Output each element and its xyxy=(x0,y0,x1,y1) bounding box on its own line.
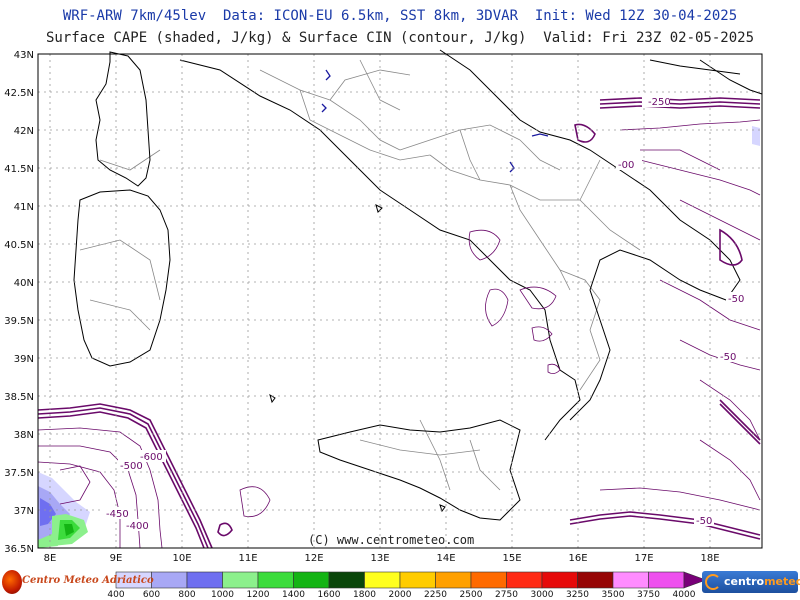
cin-contours xyxy=(37,69,761,549)
cin-label: -400 xyxy=(126,521,149,532)
copyright-text: (C) www.centrometeo.com xyxy=(308,533,475,547)
colorbar-swatch xyxy=(648,571,685,589)
lat-label: 36.5N xyxy=(4,544,34,555)
coastlines xyxy=(73,49,763,521)
colorbar-swatch xyxy=(293,571,330,589)
colorbar-label: 1000 xyxy=(211,590,234,600)
colorbar-swatch xyxy=(328,571,365,589)
lat-label: 39N xyxy=(14,354,34,365)
cin-label: -250 xyxy=(648,97,671,108)
colorbar-swatch xyxy=(186,571,223,589)
colorbar-label: 2250 xyxy=(424,590,447,600)
colorbar-swatch xyxy=(541,571,578,589)
cin-label: -00 xyxy=(618,160,634,171)
colorbar-swatch xyxy=(151,571,188,589)
colorbar-label: 3000 xyxy=(530,590,554,600)
colorbar-swatch xyxy=(612,571,649,589)
lat-label: 40N xyxy=(14,278,34,289)
colorbar-label: 3500 xyxy=(601,590,625,600)
logo-left-text: Centro Meteo Adriatico xyxy=(22,575,154,586)
lon-label: 13E xyxy=(370,553,389,564)
latitude-labels: 43N 42.5N 42N 41.5N 41N 40.5N 40N 39.5N … xyxy=(4,50,34,555)
title-line-1: WRF-ARW 7km/45lev Data: ICON-EU 6.5km, S… xyxy=(62,8,738,24)
colorbar-swatch xyxy=(506,571,543,589)
colorbar-label: 3750 xyxy=(637,590,660,600)
colorbar-label: 400 xyxy=(107,590,125,600)
colorbar-label: 3250 xyxy=(566,590,589,600)
logo-right-text: centrometeo xyxy=(724,575,800,588)
longitude-labels: 8E 9E 10E 11E 12E 13E 14E 15E 16E 17E 18… xyxy=(44,553,720,564)
lat-label: 39.5N xyxy=(4,316,34,327)
lat-label: 38.5N xyxy=(4,392,34,403)
cin-label: -50 xyxy=(696,516,712,527)
colorbar-label: 2750 xyxy=(495,590,518,600)
lon-label: 18E xyxy=(700,553,719,564)
lon-label: 9E xyxy=(110,553,123,564)
region-borders xyxy=(79,59,641,491)
cin-label: -50 xyxy=(720,352,736,363)
colorbar-swatch xyxy=(222,571,259,589)
colorbar-label: 1800 xyxy=(353,590,376,600)
lon-label: 12E xyxy=(304,553,323,564)
colorbar-swatch xyxy=(364,571,401,589)
lat-label: 37N xyxy=(14,506,34,517)
lat-label: 40.5N xyxy=(4,240,34,251)
colorbar-arrow xyxy=(683,571,707,589)
logo-badge-icon xyxy=(2,570,22,594)
lat-lon-grid xyxy=(38,54,762,548)
lat-label: 37.5N xyxy=(4,468,34,479)
lon-label: 8E xyxy=(44,553,57,564)
lon-label: 11E xyxy=(238,553,257,564)
cin-label: -50 xyxy=(728,294,744,305)
cape-shading xyxy=(38,126,760,548)
colorbar-swatch xyxy=(577,571,614,589)
colorbar-swatch xyxy=(399,571,436,589)
lat-label: 42N xyxy=(14,126,34,137)
colorbar-label: 2500 xyxy=(459,590,483,600)
lon-label: 17E xyxy=(634,553,653,564)
cin-label: -450 xyxy=(106,509,129,520)
logo-swirl-icon xyxy=(705,574,721,590)
lat-label: 41N xyxy=(14,202,34,213)
lat-label: 43N xyxy=(14,50,34,61)
centrometeo-logo: centrometeo xyxy=(702,571,800,593)
cin-label: -500 xyxy=(120,461,143,472)
cin-contour-labels: -250 -00 -50 -50 -600 -500 -450 -400 -50 xyxy=(104,95,750,532)
colorbar-label: 800 xyxy=(178,590,196,600)
title-line-2: Surface CAPE (shaded, J/kg) & Surface CI… xyxy=(45,30,754,46)
centro-meteo-adriatico-logo: Centro Meteo Adriatico xyxy=(2,570,154,594)
lat-label: 42.5N xyxy=(4,88,34,99)
colorbar-swatch xyxy=(435,571,472,589)
lat-label: 41.5N xyxy=(4,164,34,175)
lon-label: 15E xyxy=(502,553,521,564)
cin-label: -600 xyxy=(140,452,163,463)
colorbar-label: 2000 xyxy=(388,590,412,600)
colorbar-swatch xyxy=(470,571,507,589)
lon-label: 14E xyxy=(436,553,455,564)
colorbar-label: 4000 xyxy=(672,590,696,600)
cape-colorbar xyxy=(115,571,707,589)
map-frame xyxy=(37,53,763,549)
lon-label: 10E xyxy=(172,553,191,564)
colorbar-label: 600 xyxy=(142,590,161,600)
colorbar-swatch xyxy=(257,571,294,589)
colorbar-label: 1200 xyxy=(246,590,270,600)
lon-label: 16E xyxy=(568,553,587,564)
lat-label: 38N xyxy=(14,430,34,441)
colorbar-label: 1600 xyxy=(317,590,341,600)
colorbar-label: 1400 xyxy=(282,590,305,600)
